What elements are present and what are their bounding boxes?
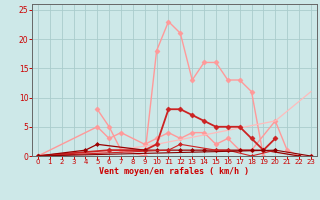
X-axis label: Vent moyen/en rafales ( km/h ): Vent moyen/en rafales ( km/h ): [100, 167, 249, 176]
